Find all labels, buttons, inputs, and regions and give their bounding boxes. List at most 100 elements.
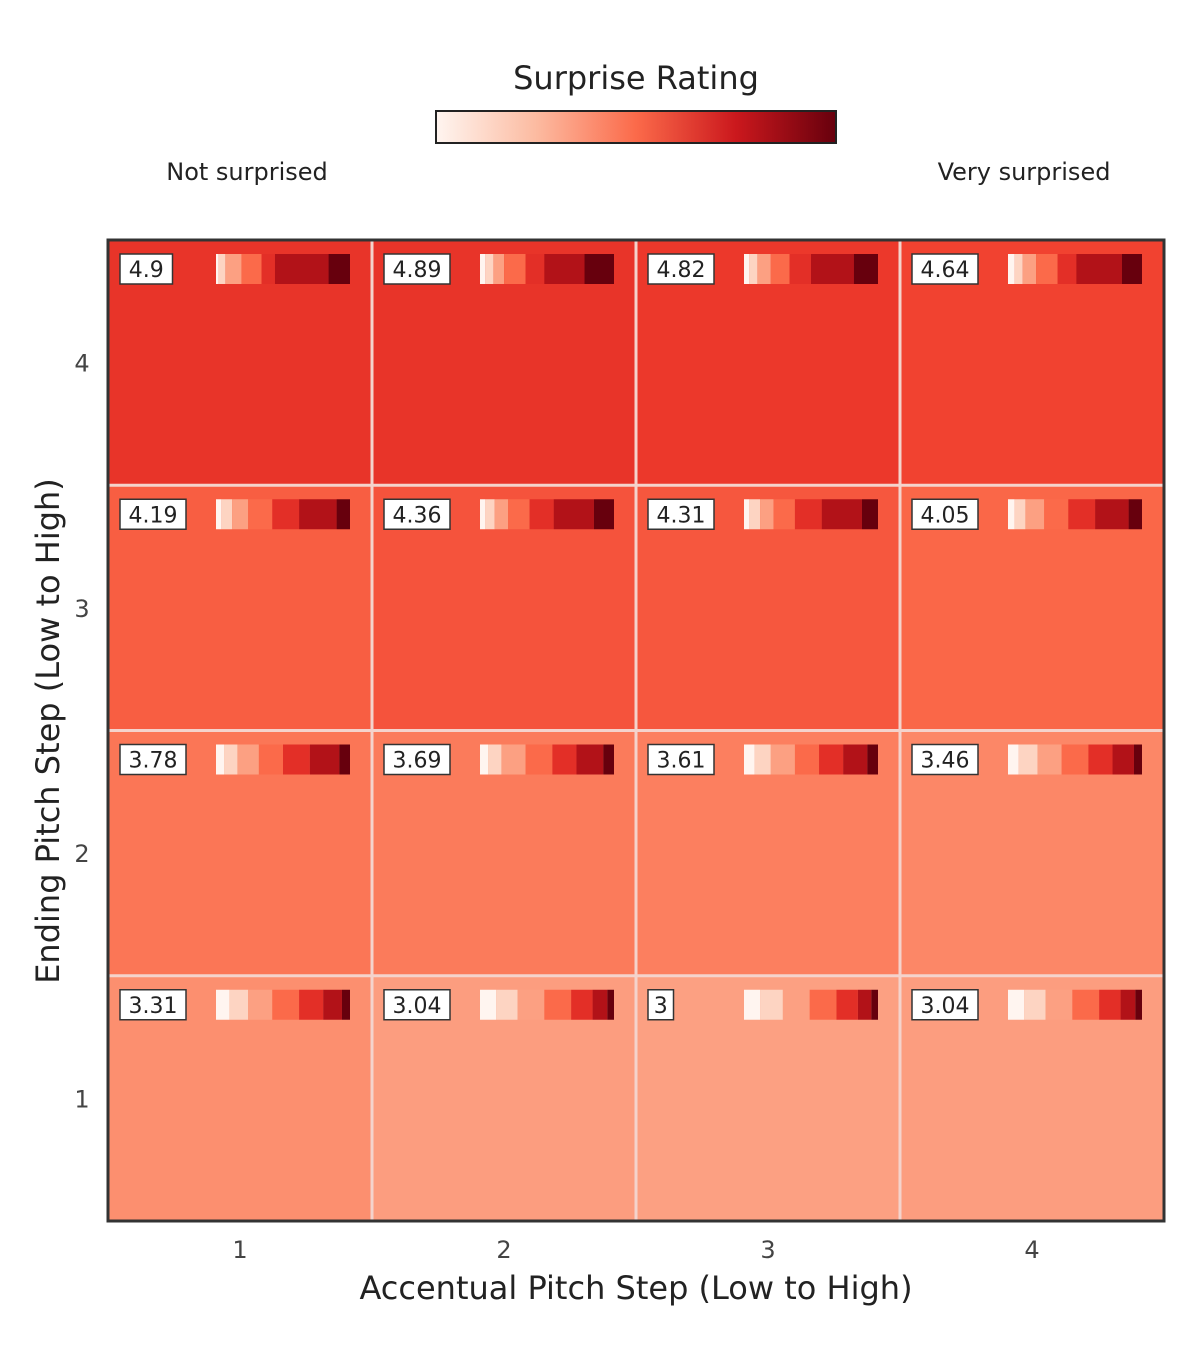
value-label-box xyxy=(911,253,979,285)
distribution-segment xyxy=(241,254,262,284)
value-label-box xyxy=(119,253,174,285)
distribution-segment xyxy=(261,254,275,284)
distribution-segment xyxy=(1014,499,1026,530)
distribution-segment xyxy=(760,499,774,530)
distribution-segment xyxy=(592,989,608,1020)
distribution-segment xyxy=(1133,744,1142,775)
distribution-segment xyxy=(836,989,858,1020)
distribution-segment xyxy=(323,989,342,1020)
distribution-segment xyxy=(1088,744,1113,775)
distribution-segment xyxy=(283,744,310,775)
x-tick-label: 3 xyxy=(760,1236,775,1264)
distribution-segment xyxy=(584,254,614,284)
value-label-box xyxy=(647,253,715,285)
distribution-segment xyxy=(1135,989,1142,1020)
heatmap-cell: 4.31 xyxy=(636,485,900,731)
value-label: 4.9 xyxy=(129,258,164,283)
distribution-segment xyxy=(843,744,868,775)
value-label: 4.82 xyxy=(657,258,706,283)
heatmap-cell: 3.04 xyxy=(372,975,636,1221)
distribution-segment xyxy=(821,499,862,530)
distribution-segment xyxy=(744,254,750,284)
value-label: 3 xyxy=(654,994,668,1019)
colorbar-high-label: Very surprised xyxy=(938,158,1111,186)
distribution-segment xyxy=(794,499,822,530)
value-label-box xyxy=(119,498,187,530)
distribution-segment xyxy=(744,499,750,530)
distribution-segment xyxy=(871,989,878,1020)
value-label-box xyxy=(119,989,187,1021)
value-label: 3.46 xyxy=(921,749,970,774)
heatmap-cells: 4.9 4.89 4.82 4.64 4.19 4.36 4.31 4.05 3.78 3.69 3… xyxy=(108,240,1164,1221)
value-label-box xyxy=(647,498,715,530)
distribution-segment xyxy=(1072,989,1100,1020)
y-axis-label: Ending Pitch Step (Low to High) xyxy=(29,478,67,984)
distribution-segment xyxy=(248,499,273,530)
colorbar-gradient xyxy=(435,110,837,144)
distribution-segment xyxy=(224,744,238,775)
value-label: 4.89 xyxy=(393,258,442,283)
distribution-segment xyxy=(553,499,594,530)
distribution-segment xyxy=(225,254,242,284)
distribution-segment xyxy=(221,499,233,530)
distribution-segment xyxy=(494,499,509,530)
distribution-segment xyxy=(258,744,283,775)
y-tick-label: 1 xyxy=(74,1085,89,1113)
heatmap-cell: 3.61 xyxy=(636,730,900,976)
value-label: 4.05 xyxy=(921,503,970,528)
value-label-box xyxy=(119,743,187,776)
distribution-segment xyxy=(819,744,844,775)
distribution-segment xyxy=(1068,499,1096,530)
distribution-segment xyxy=(237,744,259,775)
distribution-segment xyxy=(1037,744,1062,775)
distribution-segment xyxy=(773,499,795,530)
value-label-box xyxy=(383,989,451,1021)
distribution-segment xyxy=(272,499,300,530)
distribution-segment xyxy=(229,989,249,1020)
value-label-box xyxy=(911,743,979,776)
x-tick-label: 1 xyxy=(232,1236,247,1264)
distribution-segment xyxy=(480,499,486,530)
distribution-segment xyxy=(1022,254,1037,284)
distribution-segment xyxy=(603,744,614,775)
distribution-segment xyxy=(1008,989,1025,1020)
distribution-segment xyxy=(1120,989,1136,1020)
distribution-segment xyxy=(485,254,494,284)
distribution-segment xyxy=(216,989,230,1020)
distribution-segment xyxy=(1095,499,1129,530)
value-label: 3.78 xyxy=(129,749,178,774)
distribution-segment xyxy=(517,989,545,1020)
distribution-segment xyxy=(216,744,225,775)
distribution-segment xyxy=(299,499,337,530)
distribution-segment xyxy=(544,254,585,284)
distribution-segment xyxy=(216,499,222,530)
value-label: 3.04 xyxy=(393,994,442,1019)
distribution-segment xyxy=(1099,989,1121,1020)
heatmap-cell: 4.64 xyxy=(900,240,1164,486)
distribution-segment xyxy=(789,254,811,284)
distribution-segment xyxy=(480,989,497,1020)
distribution-segment xyxy=(341,989,350,1020)
heatmap-cell: 3 xyxy=(636,975,900,1221)
grid-lines xyxy=(108,240,1164,1221)
distribution-segment xyxy=(485,499,495,530)
heatmap-cell: 3.46 xyxy=(900,730,1164,976)
distribution-segment xyxy=(309,744,340,775)
distribution-segment xyxy=(544,989,572,1020)
distribution-segment xyxy=(857,989,872,1020)
distribution-segment xyxy=(216,254,219,284)
distribution-segment xyxy=(488,744,502,775)
distribution-segment xyxy=(853,254,878,284)
value-label-box xyxy=(647,989,675,1021)
distribution-segment xyxy=(607,989,614,1020)
distribution-segment xyxy=(1025,499,1045,530)
x-axis-ticks: 1 2 3 4 xyxy=(232,1236,1039,1264)
value-label: 3.69 xyxy=(393,749,442,774)
value-label-box xyxy=(383,253,451,285)
distribution-segment xyxy=(1024,989,1046,1020)
distribution-segment xyxy=(867,744,878,775)
distribution-segment xyxy=(248,989,273,1020)
distribution-segment xyxy=(501,744,526,775)
distribution-segment xyxy=(232,499,249,530)
